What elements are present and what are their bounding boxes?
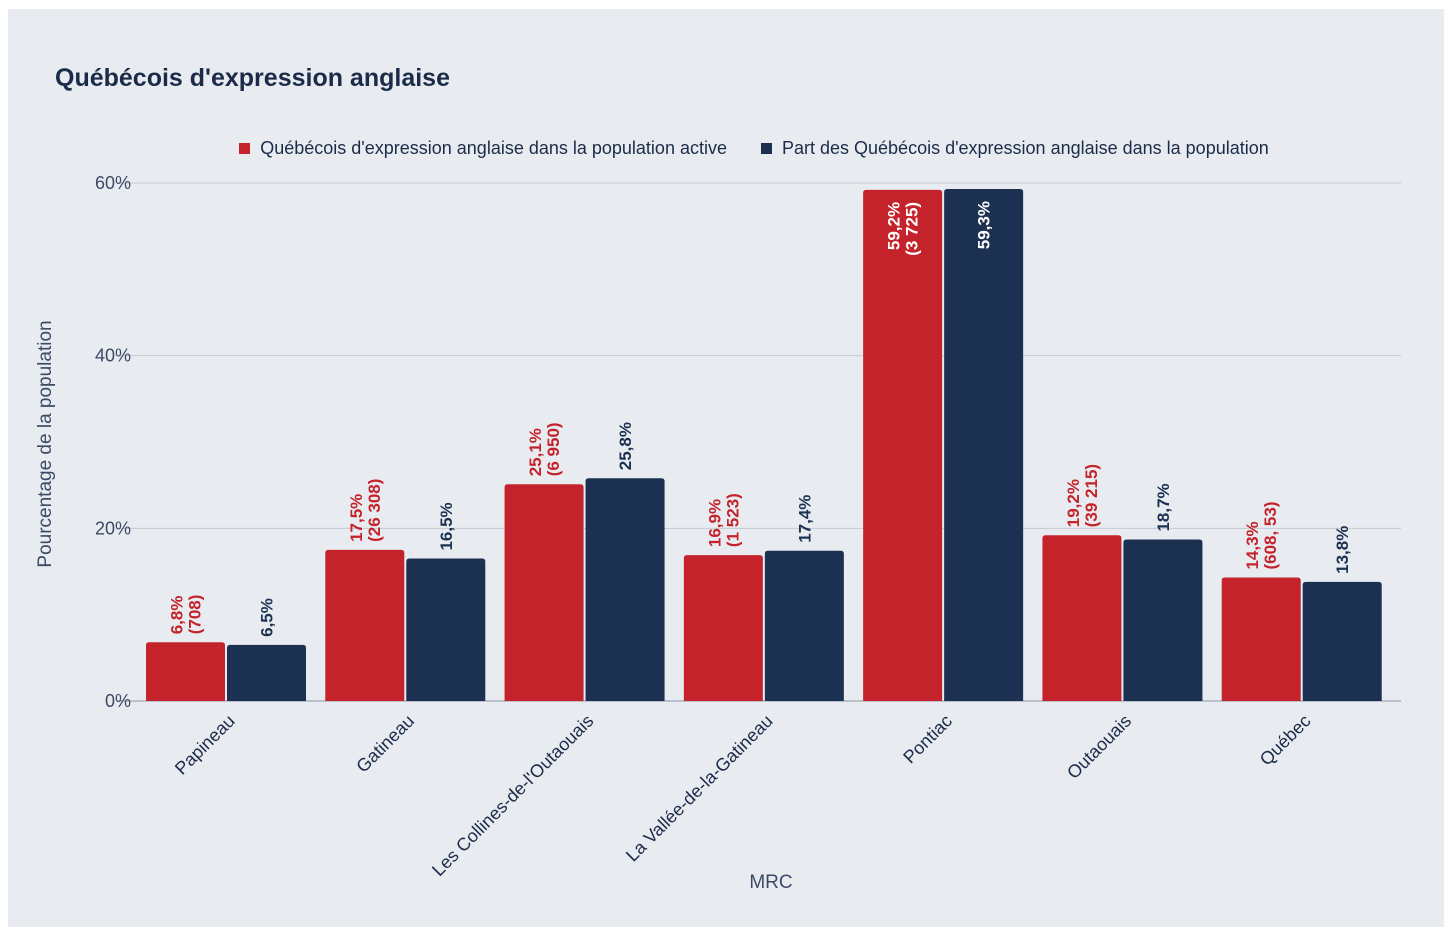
bar-2-6[interactable]: [1302, 581, 1382, 701]
x-tick-label-2: Les Collines-de-l'Outaouais: [428, 711, 597, 880]
legend-label-series-1: Québécois d'expression anglaise dans la …: [260, 138, 727, 158]
data-label-1-5-1: (39 215): [1082, 464, 1101, 527]
data-label-1-4-0: 59,2%: [885, 202, 904, 250]
y-tick-label-2: 40%: [95, 346, 131, 366]
data-label-2-6-0: 13,8%: [1333, 526, 1352, 574]
data-label-2-3-0: 17,4%: [795, 495, 814, 543]
y-tick-label-0: 0%: [105, 691, 131, 711]
bar-1-6[interactable]: [1221, 577, 1301, 701]
bar-2-0[interactable]: [227, 644, 306, 701]
x-tick-label-1: Gatineau: [352, 711, 418, 777]
bar-2-4[interactable]: [944, 189, 1024, 701]
data-label-2-5-0: 18,7%: [1154, 483, 1173, 531]
data-label-1-2-1: (6 950): [544, 422, 563, 476]
data-label-1-0-0: 6,8%: [168, 596, 187, 635]
bar-1-5[interactable]: [1042, 535, 1122, 701]
data-label-2-1-0: 16,5%: [437, 502, 456, 550]
chart-background: [8, 9, 1444, 927]
data-label-2-0-0: 6,5%: [258, 598, 277, 637]
bar-1-1[interactable]: [325, 549, 405, 701]
data-label-1-1-0: 17,5%: [347, 494, 366, 542]
bar-1-2[interactable]: [504, 484, 584, 701]
x-tick-label-0: Papineau: [171, 711, 239, 779]
chart-title: Québécois d'expression anglaise: [55, 64, 450, 92]
chart-legend: Québécois d'expression anglaise dans la …: [0, 138, 1448, 159]
x-tick-label-4: Pontiac: [899, 711, 956, 768]
legend-item-series-1[interactable]: Québécois d'expression anglaise dans la …: [239, 138, 727, 159]
x-axis-title: MRC: [749, 872, 792, 893]
bar-1-3[interactable]: [683, 555, 763, 701]
data-label-2-2-0: 25,8%: [616, 422, 635, 470]
bar-1-0[interactable]: [146, 642, 225, 701]
data-label-1-6-1: (608, 53): [1261, 501, 1280, 569]
bar-2-3[interactable]: [764, 550, 844, 701]
data-label-1-0-1: (708): [186, 595, 205, 635]
data-label-1-2-0: 25,1%: [526, 428, 545, 476]
legend-swatch-series-1: [239, 143, 251, 154]
data-label-1-4-1: (3 725): [903, 202, 922, 256]
y-tick-label-3: 60%: [95, 173, 131, 193]
y-tick-label-1: 20%: [95, 518, 131, 538]
data-label-1-5-0: 19,2%: [1064, 479, 1083, 527]
bar-1-4[interactable]: [863, 189, 943, 701]
bar-2-1[interactable]: [406, 558, 486, 701]
x-tick-label-6: Québec: [1256, 711, 1315, 770]
data-label-1-6-0: 14,3%: [1243, 521, 1262, 569]
y-axis-title: Pourcentage de la population: [35, 320, 56, 567]
legend-item-series-2[interactable]: Part des Québécois d'expression anglaise…: [760, 138, 1269, 159]
data-label-1-3-0: 16,9%: [705, 499, 724, 547]
x-tick-label-3: La Vallée-de-la-Gatineau: [622, 711, 777, 866]
x-tick-label-5: Outaouais: [1063, 711, 1135, 783]
data-label-1-1-1: (26 308): [365, 479, 384, 542]
legend-label-series-2: Part des Québécois d'expression anglaise…: [781, 138, 1269, 158]
bar-2-2[interactable]: [585, 478, 665, 701]
legend-swatch-series-2: [760, 143, 772, 154]
data-label-2-4-0: 59,3%: [975, 201, 994, 249]
data-label-1-3-1: (1 523): [723, 493, 742, 547]
bar-2-5[interactable]: [1123, 539, 1203, 701]
